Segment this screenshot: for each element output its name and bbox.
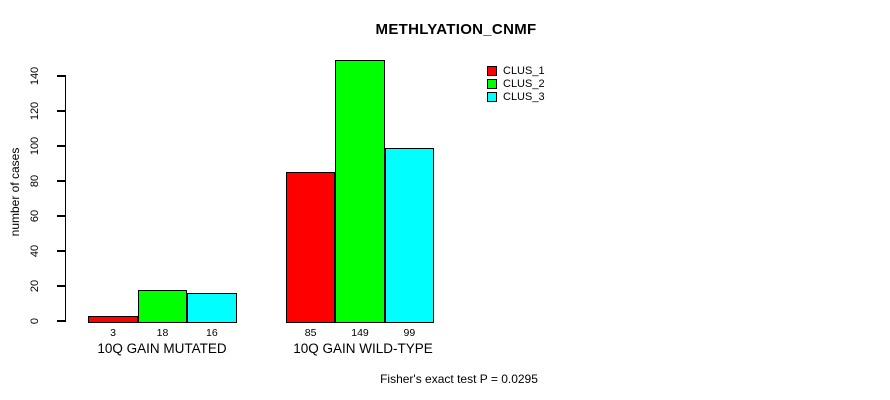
legend-label-clus-3: CLUS_3 xyxy=(503,90,545,103)
bar-clus_3-group2 xyxy=(384,147,435,323)
chart-title: METHLYATION_CNMF xyxy=(375,21,537,38)
y-axis-tick-label: 40 xyxy=(29,244,41,258)
bar-clus_2-group2 xyxy=(335,60,385,323)
y-axis-tick-label: 0 xyxy=(29,317,41,325)
bar-clus_1-group1 xyxy=(88,315,138,323)
legend-item-clus-3: CLUS_3 xyxy=(487,90,545,103)
bar-value-label: 18 xyxy=(156,327,169,339)
y-axis-tick-label: 100 xyxy=(29,136,41,156)
bar-value-label: 85 xyxy=(304,327,317,339)
y-axis-label: number of cases xyxy=(8,147,22,237)
y-axis-tick xyxy=(57,110,66,112)
bar-value-label: 149 xyxy=(351,327,369,339)
y-axis-tick xyxy=(57,320,66,322)
bar-clus_2-group1 xyxy=(137,289,188,323)
y-axis-tick-label: 120 xyxy=(29,101,41,121)
y-axis-tick xyxy=(57,145,66,147)
y-axis-tick xyxy=(57,250,66,252)
bar-clus_1-group2 xyxy=(285,172,336,323)
legend-swatch-clus-3 xyxy=(487,91,497,102)
y-axis-tick-label: 20 xyxy=(29,279,41,293)
y-axis-tick xyxy=(57,180,66,182)
bar-value-label: 16 xyxy=(206,327,218,339)
y-axis-tick xyxy=(57,75,66,77)
legend-item-clus-1: CLUS_1 xyxy=(487,64,545,77)
y-axis-line xyxy=(65,76,67,322)
legend-swatch-clus-2 xyxy=(487,78,497,89)
footer-note: Fisher's exact test P = 0.0295 xyxy=(380,372,538,386)
bar-value-label: 99 xyxy=(403,327,416,339)
y-axis-tick xyxy=(57,285,66,287)
legend-label-clus-1: CLUS_1 xyxy=(503,64,545,77)
bar-clus_3-group1 xyxy=(187,293,237,323)
x-category-label-wild-type: 10Q GAIN WILD-TYPE xyxy=(293,341,433,356)
legend-label-clus-2: CLUS_2 xyxy=(503,77,545,90)
y-axis-tick-label: 80 xyxy=(29,174,41,188)
legend: CLUS_1 CLUS_2 CLUS_3 xyxy=(487,64,545,103)
y-axis-tick xyxy=(57,215,66,217)
bar-value-label: 3 xyxy=(110,327,117,339)
y-axis-tick-label: 60 xyxy=(29,209,41,223)
legend-item-clus-2: CLUS_2 xyxy=(487,77,545,90)
legend-swatch-clus-1 xyxy=(487,65,497,76)
x-category-label-mutated: 10Q GAIN MUTATED xyxy=(97,341,227,356)
y-axis-tick-label: 140 xyxy=(29,66,41,86)
